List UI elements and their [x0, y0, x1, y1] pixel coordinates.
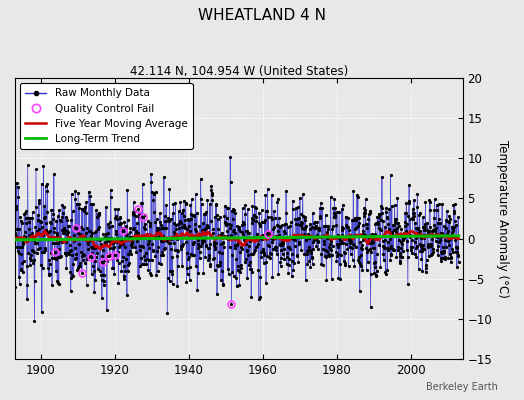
- Text: WHEATLAND 4 N: WHEATLAND 4 N: [198, 8, 326, 23]
- Title: 42.114 N, 104.954 W (United States): 42.114 N, 104.954 W (United States): [130, 65, 348, 78]
- Legend: Raw Monthly Data, Quality Control Fail, Five Year Moving Average, Long-Term Tren: Raw Monthly Data, Quality Control Fail, …: [20, 83, 192, 149]
- Y-axis label: Temperature Anomaly (°C): Temperature Anomaly (°C): [496, 140, 509, 298]
- Text: Berkeley Earth: Berkeley Earth: [426, 382, 498, 392]
